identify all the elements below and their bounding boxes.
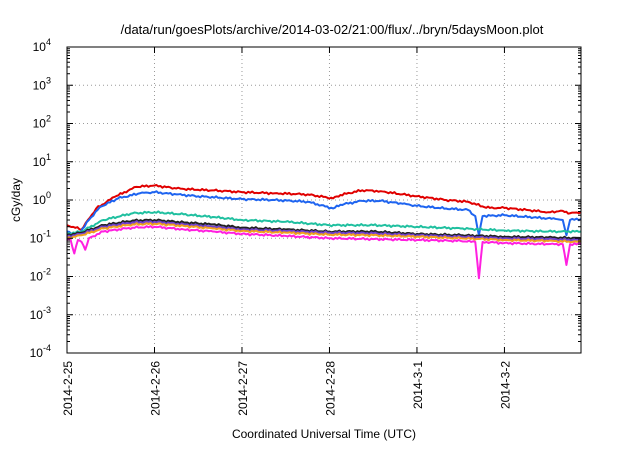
y-tick-label: 102: [33, 114, 51, 131]
y-tick-label: 100: [33, 190, 51, 207]
x-tick-labels: 2014-2-25 2014-2-26 2014-2-27 2014-2-28 2014…: [61, 361, 512, 416]
series-line: [66, 210, 582, 236]
y-tick-label: 10-3: [30, 305, 51, 322]
series-line: [66, 184, 582, 231]
y-tick-label: 10-2: [30, 267, 51, 284]
x-axis-label: Coordinated Universal Time (UTC): [232, 427, 416, 441]
y-tick-exponent: 3: [46, 75, 51, 85]
y-tick-label: 10-1: [30, 228, 51, 245]
chart-title: /data/run/goesPlots/archive/2014-03-02/2…: [121, 22, 544, 37]
y-tick-exponent: 2: [46, 114, 51, 124]
x-tick-label: 2014-2-27: [236, 361, 250, 416]
ticks: [66, 46, 581, 354]
x-tick-label: 2014-2-28: [323, 361, 337, 416]
y-tick-exponent: -1: [43, 228, 51, 238]
y-tick-exponent: -2: [43, 267, 51, 277]
y-tick-base: 10: [30, 346, 44, 360]
y-tick-base: 10: [33, 40, 47, 54]
y-tick-label: 104: [33, 37, 51, 54]
x-tick-label: 2014-2-26: [148, 361, 162, 416]
y-tick-exponent: 4: [46, 37, 51, 47]
y-tick-exponent: -3: [43, 305, 51, 315]
series-line: [66, 222, 582, 244]
y-tick-base: 10: [30, 231, 44, 245]
y-tick-label: 101: [33, 152, 51, 169]
x-tick-label: 2014-3-1: [411, 361, 425, 409]
x-tick-label: 2014-2-25: [61, 361, 75, 416]
y-tick-label: 103: [33, 75, 51, 92]
y-tick-base: 10: [30, 308, 44, 322]
y-tick-base: 10: [33, 117, 47, 131]
y-axis-label: cGy/day: [9, 178, 23, 222]
series-line: [66, 225, 582, 280]
y-tick-base: 10: [33, 155, 47, 169]
y-tick-base: 10: [30, 270, 44, 284]
y-tick-label: 10-4: [30, 343, 51, 360]
series-line: [66, 218, 582, 240]
x-tick-label: 2014-3-2: [498, 361, 512, 409]
series-group: [66, 184, 582, 280]
y-tick-base: 10: [33, 193, 47, 207]
y-tick-exponent: -4: [43, 343, 51, 353]
y-tick-exponent: 1: [46, 152, 51, 162]
y-tick-base: 10: [33, 78, 47, 92]
series-line: [66, 220, 582, 242]
series-line: [66, 190, 582, 237]
y-tick-exponent: 0: [46, 190, 51, 200]
